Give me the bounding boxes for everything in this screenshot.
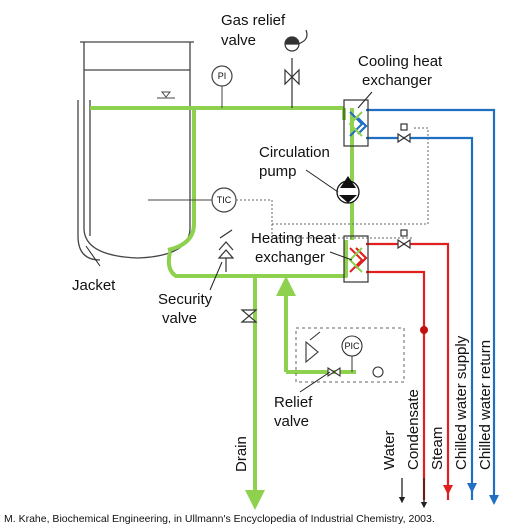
pi-label: PI — [218, 71, 227, 81]
pi-instrument: PI — [211, 65, 233, 108]
tic-label: TIC — [217, 195, 232, 205]
chilled-water-supply-label: Chilled water supply — [453, 335, 470, 470]
security-valve-label-2: valve — [162, 310, 197, 327]
cooling-hx-label-1: Cooling heat — [358, 53, 443, 70]
circulation-pump-label-1: Circulation — [259, 144, 330, 161]
control-signal-lines — [236, 127, 429, 239]
water-label: Water — [381, 431, 398, 470]
security-valve-icon — [217, 229, 235, 272]
circulation-loop — [90, 106, 356, 510]
gas-relief-valve-label-1: Gas relief — [221, 12, 286, 29]
cooling-valve-icon — [397, 123, 411, 144]
steam-label: Steam — [429, 427, 446, 470]
pump-leader — [305, 169, 339, 193]
vessel-jacket — [77, 100, 101, 261]
drain-valve-icon — [240, 309, 258, 323]
bioreactor-vessel — [80, 41, 194, 259]
jacket-label: Jacket — [72, 277, 116, 294]
steam-trap-icon — [420, 326, 428, 334]
figure-caption: M. Krahe, Biochemical Engineering, in Ul… — [4, 513, 435, 525]
chilled-water-return-label: Chilled water return — [477, 340, 494, 470]
heating-valve-icon — [397, 229, 411, 250]
liquid-level-icon — [157, 91, 175, 99]
drain-label: Drain — [233, 436, 250, 472]
circulation-pump-icon — [336, 176, 360, 204]
cooling-heat-exchanger — [343, 99, 369, 147]
chilled-water-arrows — [467, 470, 499, 505]
relief-valve-assembly: PIC — [295, 327, 405, 383]
security-valve-label-1: Security — [158, 291, 213, 308]
water-condensate-lines — [398, 478, 428, 509]
heating-hx-label-1: Heating heat — [251, 230, 337, 247]
relief-valve-label-1: Relief — [274, 394, 313, 411]
condensate-label: Condensate — [405, 389, 422, 470]
chilled-water-lines — [357, 108, 496, 500]
leader-lines — [85, 91, 373, 393]
gas-relief-valve-label-2: valve — [221, 32, 256, 49]
circulation-pump-label-2: pump — [259, 163, 297, 180]
gas-relief-valve-icon — [284, 29, 308, 108]
heating-hx-label-2: exchanger — [255, 249, 325, 266]
relief-valve-label-2: valve — [274, 413, 309, 430]
cooling-hx-label-2: exchanger — [362, 72, 432, 89]
heating-heat-exchanger — [343, 235, 369, 283]
pic-label: PIC — [344, 341, 360, 351]
